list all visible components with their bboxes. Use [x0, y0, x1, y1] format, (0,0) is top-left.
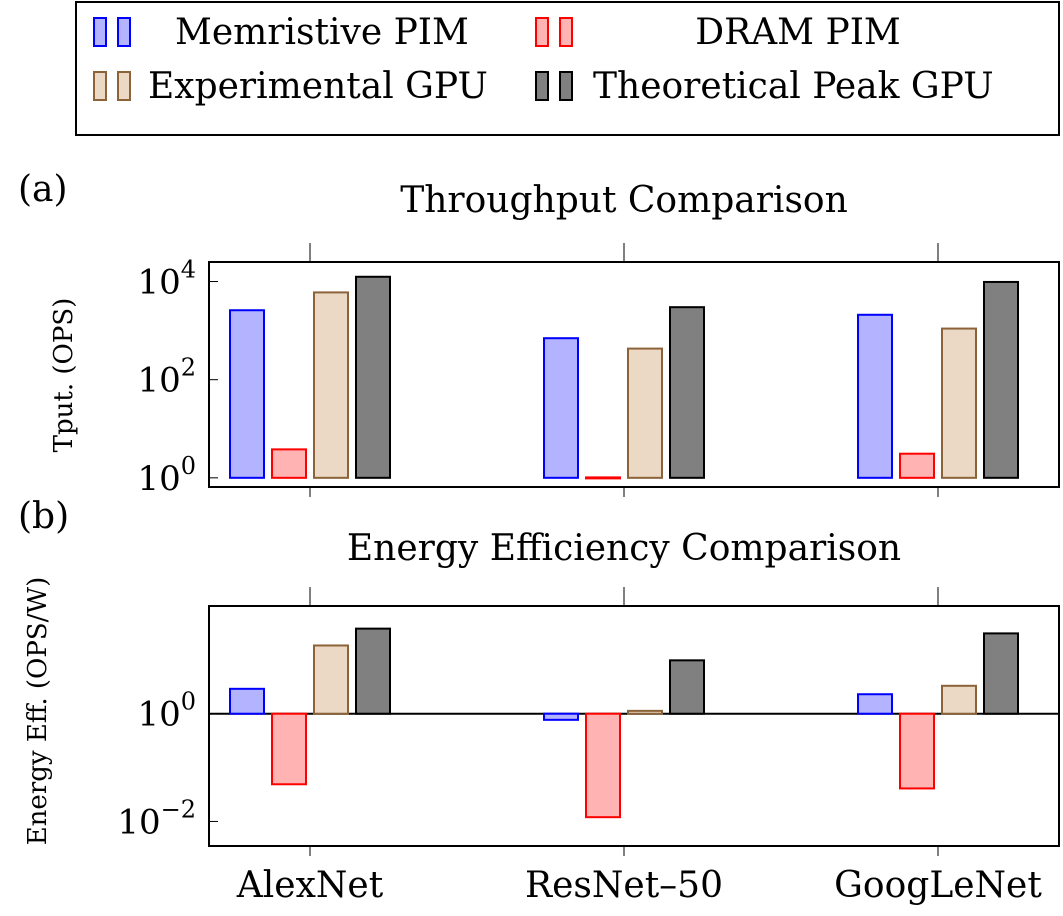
plot-frame [208, 605, 1060, 847]
legend-item: Experimental GPU [93, 66, 488, 107]
legend-label: Theoretical Peak GPU [593, 66, 994, 107]
bar-theoretical-peak-gpu [355, 275, 391, 479]
legend-label: DRAM PIM [695, 12, 901, 53]
legend-swatch [559, 17, 573, 47]
bar-dram-pim [271, 712, 307, 786]
bar-theoretical-peak-gpu [669, 659, 705, 715]
panel-label: (a) [18, 169, 68, 210]
legend-swatch [93, 17, 107, 47]
bar-dram-pim [271, 448, 307, 479]
x-tick-label: ResNet–50 [525, 865, 723, 906]
legend-swatch [117, 17, 131, 47]
panel-label: (b) [18, 496, 69, 537]
energy-efficiency-panel: (b) Energy Efficiency Comparison Energy Ef… [18, 496, 1060, 906]
y-tick-label: 100 [137, 452, 196, 499]
bar-dram-pim [899, 452, 935, 479]
bar-experimental-gpu [627, 709, 663, 715]
legend-swatch [535, 17, 549, 47]
bar-memristive-pim [543, 712, 579, 721]
x-tick-label: AlexNet [236, 865, 384, 906]
bar-experimental-gpu [313, 291, 349, 479]
bar-memristive-pim [229, 309, 265, 479]
bar-experimental-gpu [627, 347, 663, 479]
chart-title: Throughput Comparison [400, 180, 848, 221]
legend-swatch [93, 71, 107, 101]
plot-frame [208, 261, 1060, 488]
legend: Memristive PIM DRAM PIM Experimental GPU Th… [75, 1, 1060, 136]
legend-swatch [117, 71, 131, 101]
legend-swatch [559, 71, 573, 101]
x-tick-label: GoogLeNet [834, 865, 1042, 906]
bar-experimental-gpu [941, 327, 977, 479]
bar-memristive-pim [857, 313, 893, 479]
y-tick-label: 100 [137, 688, 196, 735]
y-tick-label: 10−2 [117, 795, 196, 842]
throughput-panel: (a) Throughput Comparison Tput. (OPS) 100 10… [18, 169, 1060, 499]
legend-item: Theoretical Peak GPU [535, 66, 994, 107]
y-tick-label: 102 [137, 354, 196, 401]
bar-experimental-gpu [941, 684, 977, 715]
bar-dram-pim [585, 712, 621, 819]
legend-swatch [535, 71, 549, 101]
legend-label: Experimental GPU [148, 66, 488, 107]
legend-item: DRAM PIM [535, 12, 901, 53]
bar-theoretical-peak-gpu [669, 306, 705, 479]
bar-dram-pim [899, 712, 935, 790]
legend-item: Memristive PIM [93, 12, 469, 53]
y-axis-label: Energy Eff. (OPS/W) [23, 577, 53, 846]
bar-dram-pim [585, 476, 621, 480]
bar-theoretical-peak-gpu [983, 280, 1019, 479]
bar-experimental-gpu [313, 644, 349, 715]
y-tick-label: 104 [137, 256, 196, 303]
chart-title: Energy Efficiency Comparison [347, 528, 901, 569]
bar-memristive-pim [857, 693, 893, 715]
y-axis-label: Tput. (OPS) [49, 298, 79, 453]
bar-memristive-pim [543, 337, 579, 479]
legend-frame [75, 1, 1060, 136]
bar-theoretical-peak-gpu [355, 627, 391, 715]
bar-theoretical-peak-gpu [983, 632, 1019, 715]
legend-label: Memristive PIM [175, 12, 469, 53]
bar-memristive-pim [229, 687, 265, 715]
